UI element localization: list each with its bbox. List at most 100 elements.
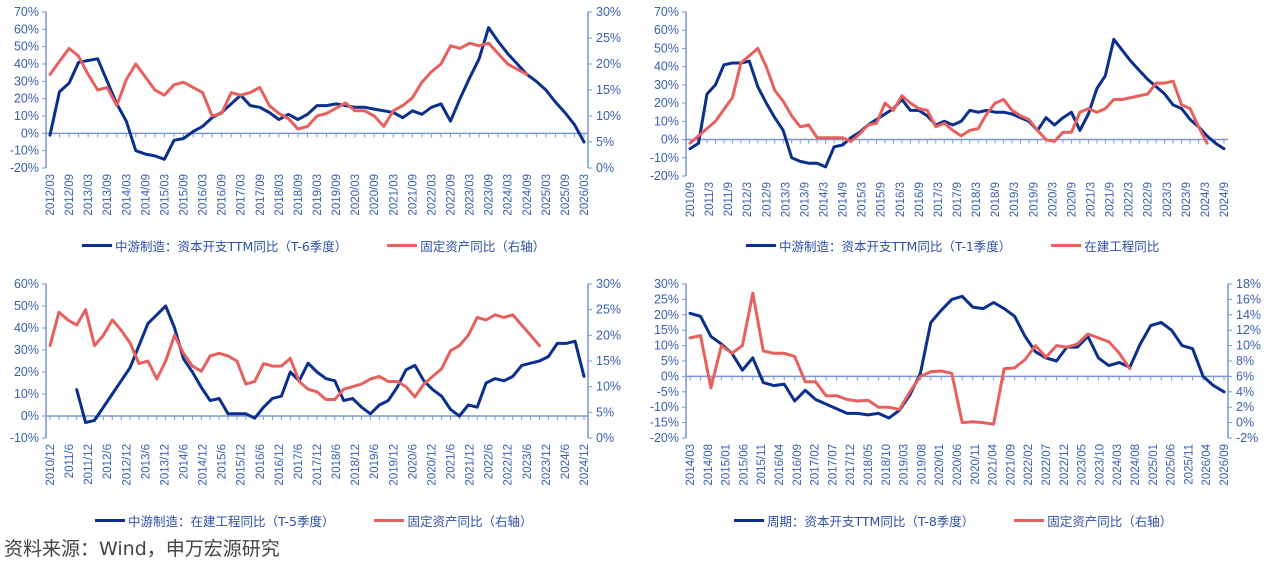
legend-label: 中游制造：资本开支TTM同比（T-6季度） [115, 239, 348, 254]
left-tick-label: -10% [10, 144, 39, 158]
x-tick-label: 2021/12 [465, 444, 477, 486]
x-tick-label: 2015/12 [236, 444, 248, 486]
left-tick-label: 60% [14, 277, 39, 291]
legend-item-blue: 周期：资本开支TTM同比（T-8季度） [734, 511, 974, 530]
x-tick-label: 2012/12 [121, 444, 133, 486]
left-tick-label: 0% [21, 409, 39, 423]
x-tick-label: 2023/3 [1162, 182, 1174, 217]
right-tick-label: 6% [1236, 369, 1254, 383]
left-tick-label: 15% [654, 323, 679, 337]
x-tick-label: 2017/6 [293, 444, 305, 479]
x-tick-label: 2010/12 [45, 444, 57, 486]
x-tick-label: 2011/6 [64, 444, 76, 478]
x-tick-label: 2012/09 [64, 174, 76, 216]
x-tick-label: 2019/6 [369, 444, 381, 479]
x-tick-label: 2018/9 [990, 182, 1002, 217]
series-blue-line [688, 37, 1226, 169]
x-tick-label: 2015/11 [756, 444, 768, 485]
x-tick-label: 2017/03 [236, 174, 248, 216]
x-tick-label: 2024/03 [503, 174, 515, 216]
x-tick-label: 2022/03 [426, 174, 438, 216]
left-tick-label: 60% [14, 22, 39, 36]
x-tick-label: 2023/12 [541, 444, 553, 486]
x-tick-label: 2017/9 [952, 182, 964, 217]
x-tick-label: 2019/08 [916, 444, 928, 486]
x-tick-label: 2016/03 [198, 174, 210, 216]
legend-swatch-red [374, 519, 405, 522]
x-tick-label: 2017/12 [845, 444, 857, 486]
right-tick-label: 15% [596, 354, 621, 368]
x-tick-label: 2021/03 [388, 174, 400, 216]
legend-swatch-red [387, 244, 418, 247]
right-tick-label: 20% [596, 328, 621, 342]
legend-item-red: 固定资产同比（右轴） [1014, 511, 1172, 530]
x-tick-label: 2021/9 [1105, 182, 1117, 217]
x-tick-label: 2023/03 [465, 174, 477, 216]
right-tick-label: 0% [1236, 416, 1254, 430]
right-tick-label: 10% [1236, 339, 1261, 353]
left-tick-label: -15% [650, 416, 679, 430]
legend-label: 中游制造：资本开支TTM同比（T-1季度） [779, 239, 1012, 254]
x-tick-label: 2015/9 [876, 182, 888, 217]
x-tick-label: 2011/3 [704, 182, 716, 216]
x-tick-label: 2022/02 [1023, 444, 1035, 486]
left-tick-label: -20% [650, 431, 679, 445]
x-tick-label: 2019/12 [388, 444, 400, 486]
x-tick-label: 2016/6 [255, 444, 267, 479]
series-blue-line [48, 26, 586, 161]
x-tick-label: 2026/09 [1219, 444, 1231, 486]
source-note: 资料来源：Wind，申万宏源研究 [4, 538, 280, 560]
left-tick-label: 0% [661, 133, 679, 147]
left-tick-label: -20% [650, 169, 679, 183]
x-tick-label: 2020/01 [934, 444, 946, 486]
left-tick-label: 40% [14, 321, 39, 335]
x-tick-label: 2022/09 [446, 174, 458, 216]
left-tick-label: 0% [21, 126, 39, 140]
x-tick-label: 2013/12 [159, 444, 171, 486]
x-tick-label: 2013/6 [140, 444, 152, 479]
x-tick-label: 2015/3 [857, 182, 869, 217]
left-tick-label: 50% [14, 299, 39, 313]
left-tick-label: 70% [654, 5, 679, 19]
x-tick-label: 2024/6 [560, 444, 572, 479]
left-tick-label: 10% [14, 109, 39, 123]
series-red-line [48, 308, 541, 401]
left-tick-label: 70% [14, 5, 39, 19]
x-tick-label: 2015/6 [217, 444, 229, 479]
x-tick-label: 2020/03 [350, 174, 362, 216]
x-tick-label: 2018/05 [863, 444, 875, 486]
legend-label: 固定资产同比（右轴） [1047, 514, 1173, 529]
x-tick-label: 2024/12 [579, 444, 591, 486]
x-tick-label: 2012/03 [45, 174, 57, 216]
x-tick-label: 2015/09 [179, 174, 191, 216]
x-tick-label: 2020/6 [407, 444, 419, 479]
x-tick-label: 2020/9 [1066, 182, 1078, 217]
right-tick-label: 5% [596, 405, 614, 419]
x-tick-label: 2011/9 [723, 182, 735, 216]
x-tick-label: 2021/3 [1086, 182, 1098, 217]
x-tick-label: 2017/3 [933, 182, 945, 217]
right-tick-label: 4% [1236, 385, 1254, 399]
right-tick-label: 30% [596, 5, 621, 19]
x-tick-label: 2023/10 [1094, 444, 1106, 486]
left-tick-label: -10% [650, 151, 679, 165]
right-tick-label: 30% [596, 277, 621, 291]
x-tick-label: 2013/9 [799, 182, 811, 217]
x-tick-label: 2017/07 [827, 444, 839, 486]
right-tick-label: 5% [596, 135, 614, 149]
x-tick-label: 2011/12 [83, 444, 95, 485]
chart-1: 70% 60% 50% 40% 30% 20% 10% 0% -10% -20% 30% 25% 20%… [0, 0, 630, 230]
x-tick-label: 2024/08 [1130, 444, 1142, 486]
x-tick-label: 2013/03 [83, 174, 95, 216]
x-tick-label: 2017/02 [810, 444, 822, 486]
left-tick-label: 20% [654, 308, 679, 322]
legend-item-blue: 中游制造：资本开支TTM同比（T-6季度） [82, 236, 347, 255]
x-tick-label: 2014/03 [685, 444, 697, 486]
x-tick-label: 2026/03 [579, 174, 591, 216]
x-tick-label: 2016/12 [274, 444, 286, 486]
left-tick-label: 30% [14, 343, 39, 357]
right-tick-label: 0% [596, 431, 614, 445]
x-tick-label: 2017/12 [312, 444, 324, 486]
x-tick-label: 2016/04 [774, 443, 786, 485]
x-tick-label: 2025/03 [541, 174, 553, 216]
